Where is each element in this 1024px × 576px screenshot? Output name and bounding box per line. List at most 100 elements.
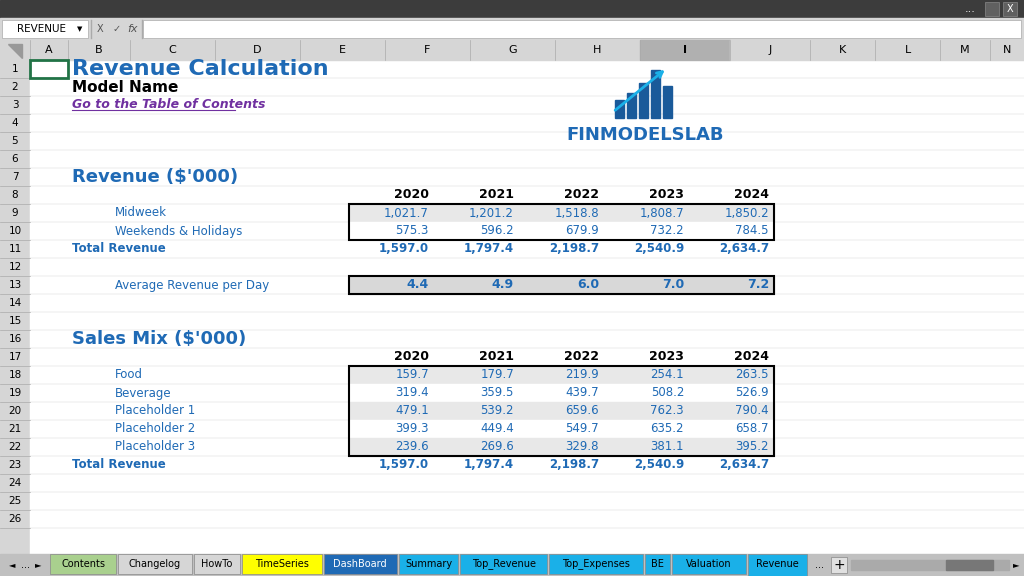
Text: Revenue ($'000): Revenue ($'000) <box>72 168 239 186</box>
Text: Revenue: Revenue <box>756 559 799 569</box>
Bar <box>30 40 68 60</box>
Text: 359.5: 359.5 <box>480 386 514 400</box>
Text: 7.2: 7.2 <box>746 279 769 291</box>
Text: E: E <box>339 45 346 55</box>
Text: M: M <box>961 45 970 55</box>
Bar <box>615 100 624 118</box>
Text: Weekends & Holidays: Weekends & Holidays <box>115 225 243 237</box>
Bar <box>0 554 1024 576</box>
Text: 22: 22 <box>8 442 22 452</box>
Bar <box>549 554 643 574</box>
Text: 2,198.7: 2,198.7 <box>549 242 599 256</box>
Text: ►: ► <box>35 560 41 570</box>
Bar <box>300 40 385 60</box>
Text: 1,797.4: 1,797.4 <box>464 242 514 256</box>
Text: 508.2: 508.2 <box>650 386 684 400</box>
Text: C: C <box>169 45 176 55</box>
Text: 439.7: 439.7 <box>565 386 599 400</box>
Bar <box>555 40 640 60</box>
Text: 4.9: 4.9 <box>492 279 514 291</box>
Text: 381.1: 381.1 <box>650 441 684 453</box>
Bar <box>130 40 215 60</box>
Text: 2023: 2023 <box>649 351 684 363</box>
Text: ...: ... <box>20 560 30 570</box>
Text: 790.4: 790.4 <box>735 404 769 418</box>
Text: 1,808.7: 1,808.7 <box>639 207 684 219</box>
Text: 2,540.9: 2,540.9 <box>634 458 684 472</box>
Bar <box>119 554 191 574</box>
Text: 2022: 2022 <box>564 351 599 363</box>
Bar <box>349 402 774 420</box>
Text: +: + <box>834 558 845 572</box>
Text: 1,597.0: 1,597.0 <box>379 242 429 256</box>
Text: 1,597.0: 1,597.0 <box>379 458 429 472</box>
Text: 329.8: 329.8 <box>565 441 599 453</box>
Bar <box>730 40 810 60</box>
Text: Summary: Summary <box>406 559 453 569</box>
Text: G: G <box>508 45 517 55</box>
Text: TimeSeries: TimeSeries <box>255 559 308 569</box>
Text: Valuation: Valuation <box>686 559 732 569</box>
Text: 17: 17 <box>8 352 22 362</box>
Text: I: I <box>683 45 687 55</box>
Text: 15: 15 <box>8 316 22 326</box>
Text: 319.4: 319.4 <box>395 386 429 400</box>
Text: 1,518.8: 1,518.8 <box>554 207 599 219</box>
Bar <box>461 554 547 574</box>
Text: ▼: ▼ <box>78 26 83 32</box>
Text: Changelog: Changelog <box>129 559 181 569</box>
Text: 7.0: 7.0 <box>662 279 684 291</box>
Text: Placeholder 2: Placeholder 2 <box>115 423 196 435</box>
Text: Total Revenue: Total Revenue <box>72 458 166 472</box>
Bar <box>349 204 774 240</box>
Text: 784.5: 784.5 <box>735 225 769 237</box>
Bar <box>0 40 1024 60</box>
Bar <box>349 204 774 222</box>
Bar <box>990 40 1024 60</box>
Bar <box>385 40 470 60</box>
Text: Sales Mix ($'000): Sales Mix ($'000) <box>72 330 246 348</box>
Bar <box>349 276 774 294</box>
Text: 449.4: 449.4 <box>480 423 514 435</box>
Bar <box>349 366 774 384</box>
Text: Revenue Calculation: Revenue Calculation <box>72 59 329 79</box>
Text: 13: 13 <box>8 280 22 290</box>
Bar <box>143 20 1021 38</box>
Text: 2021: 2021 <box>479 351 514 363</box>
Bar <box>398 554 459 574</box>
Text: 679.9: 679.9 <box>565 225 599 237</box>
Text: 6.0: 6.0 <box>577 279 599 291</box>
Text: 1,850.2: 1,850.2 <box>724 207 769 219</box>
Bar <box>0 60 30 554</box>
Text: 1,201.2: 1,201.2 <box>469 207 514 219</box>
Text: 479.1: 479.1 <box>395 404 429 418</box>
Bar <box>470 40 555 60</box>
Bar <box>349 276 774 294</box>
Bar <box>663 86 672 118</box>
Bar <box>874 40 940 60</box>
Text: 25: 25 <box>8 496 22 506</box>
Text: 26: 26 <box>8 514 22 524</box>
Text: 11: 11 <box>8 244 22 254</box>
Text: Go to the Table of Contents: Go to the Table of Contents <box>72 98 265 112</box>
Bar <box>30 60 68 78</box>
Text: K: K <box>839 45 846 55</box>
Bar <box>30 60 1024 554</box>
Text: 596.2: 596.2 <box>480 225 514 237</box>
Text: 5: 5 <box>11 136 18 146</box>
Text: 762.3: 762.3 <box>650 404 684 418</box>
Bar <box>673 554 745 574</box>
Text: 1,021.7: 1,021.7 <box>384 207 429 219</box>
Bar <box>349 366 774 456</box>
Text: Midweek: Midweek <box>115 207 167 219</box>
Text: 4: 4 <box>11 118 18 128</box>
Text: L: L <box>904 45 910 55</box>
Text: Model Name: Model Name <box>72 79 178 94</box>
Text: HowTo: HowTo <box>201 559 232 569</box>
Bar <box>985 2 999 16</box>
Text: 2,198.7: 2,198.7 <box>549 458 599 472</box>
Text: 7: 7 <box>11 172 18 182</box>
Text: REVENUE: REVENUE <box>17 24 67 34</box>
Text: Total Revenue: Total Revenue <box>72 242 166 256</box>
Text: 2022: 2022 <box>564 188 599 202</box>
